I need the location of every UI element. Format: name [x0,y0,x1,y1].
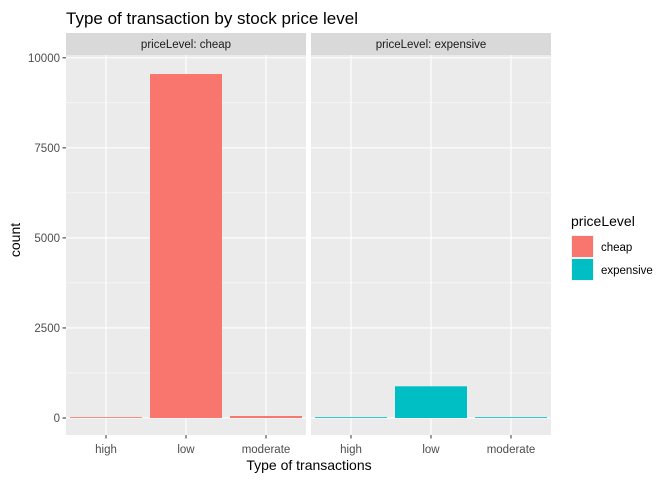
legend: priceLevel cheap expensive [571,213,653,281]
x-tick-label: low [422,444,440,456]
facet-strip-cheap [66,33,306,55]
x-tick-label: moderate [242,444,291,456]
bar-cheap-low [150,74,222,418]
legend-label-cheap: cheap [601,242,632,254]
legend-label-expensive: expensive [601,265,653,277]
y-tick-label: 2500 [34,323,60,335]
x-axis: high low moderate high low moderate [95,435,535,456]
legend-swatch-cheap [572,236,593,257]
legend-title: priceLevel [571,213,635,229]
x-axis-title: Type of transactions [246,457,371,473]
bar-cheap-moderate [230,416,302,418]
bar-cheap-high [70,417,142,418]
x-tick-label: high [95,444,117,456]
facet-panel-expensive: priceLevel: expensive [311,33,551,435]
facet-panel-cheap: priceLevel: cheap [66,33,306,435]
bar-expensive-high [315,417,387,418]
chart-title: Type of transaction by stock price level [66,9,358,28]
facet-panels: priceLevel: cheap priceLevel: expensive [66,33,551,435]
bar-expensive-low [395,386,467,418]
bar-expensive-moderate [475,417,547,418]
facet-strip-label: priceLevel: cheap [141,39,231,51]
facet-strip-label: priceLevel: expensive [376,39,487,51]
x-tick-label: moderate [487,444,536,456]
facet-strip-expensive [311,33,551,55]
y-tick-label: 5000 [34,233,60,245]
y-axis-title: count [7,223,23,257]
y-axis: 0 2500 5000 7500 10000 [28,53,66,425]
y-tick-label: 7500 [34,143,60,155]
y-tick-label: 10000 [28,53,60,65]
legend-swatch-expensive [572,259,593,280]
x-tick-label: high [340,444,362,456]
y-tick-label: 0 [54,413,60,425]
x-tick-label: low [177,444,195,456]
